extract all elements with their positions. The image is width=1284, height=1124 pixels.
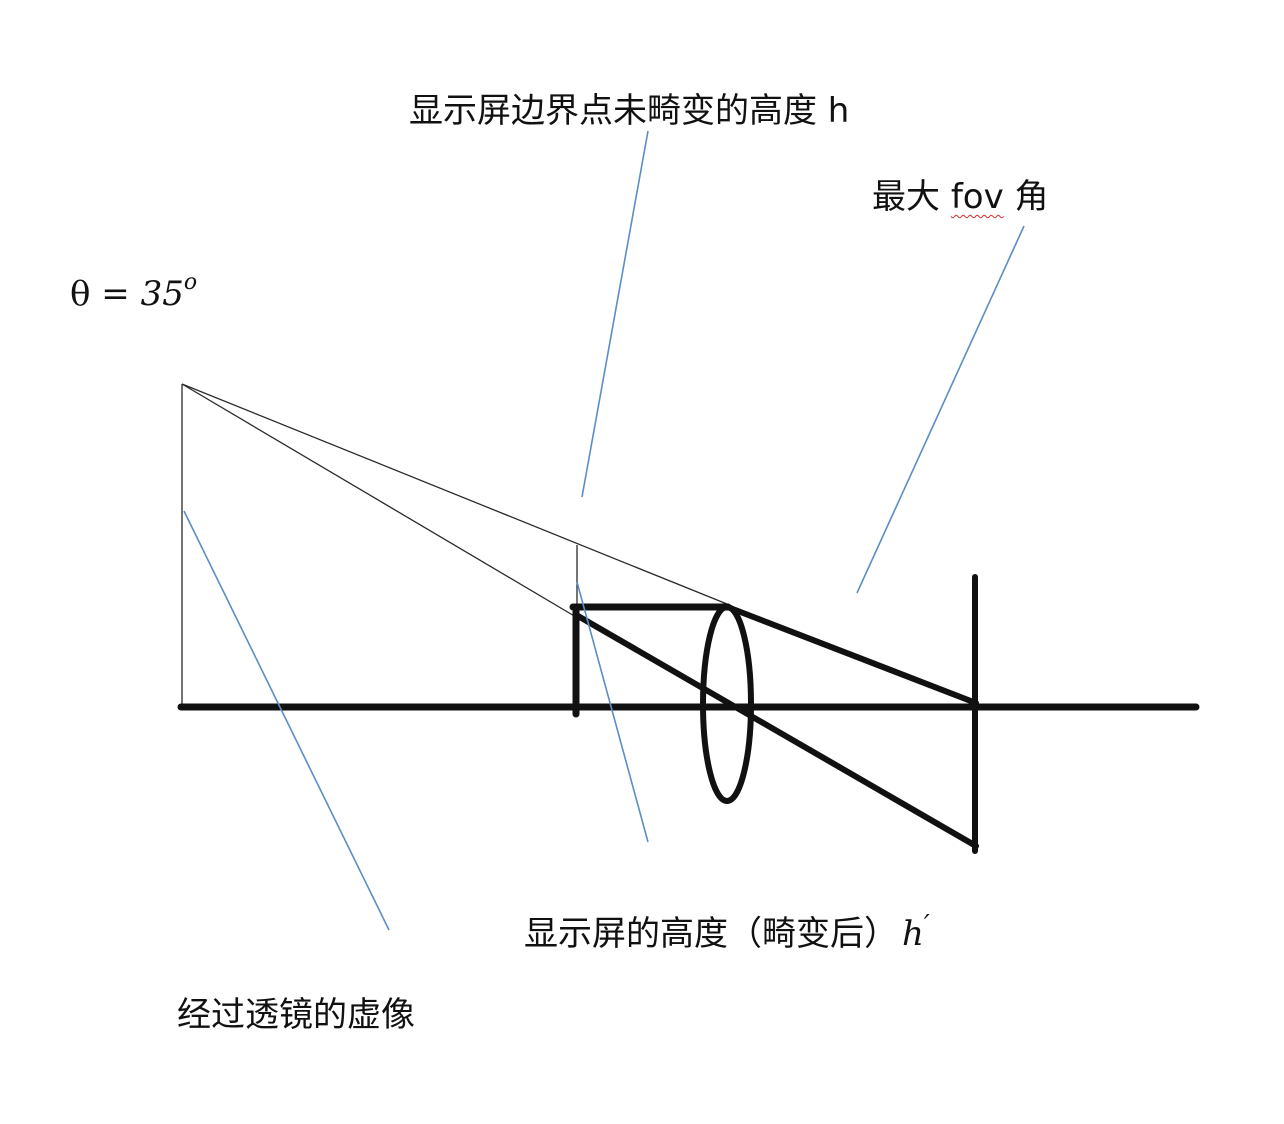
ray-virtual-top-to-lens-top — [181, 383, 728, 605]
leader-max-fov — [856, 225, 1025, 594]
screen-height-symbol: h — [902, 914, 924, 954]
ray-lens-top-to-eye — [722, 603, 979, 706]
ray-virtual-top-to-screen-top — [181, 383, 577, 618]
label-screen-height: 显示屏的高度（畸变后） h′ — [524, 912, 930, 951]
theta-symbol: θ = — [70, 274, 141, 314]
max-fov-word: fov — [950, 177, 1004, 217]
screen-height-text: 显示屏的高度（畸变后） — [524, 914, 898, 954]
theta-degree-sup: o — [183, 270, 198, 295]
leader-virtual-image — [183, 510, 390, 931]
label-theta: θ = 35o — [70, 270, 198, 314]
leader-screen-height — [576, 581, 649, 843]
max-fov-suffix: 角 — [1003, 177, 1049, 217]
theta-value: 35 — [140, 274, 184, 314]
max-fov-prefix: 最大 — [872, 177, 951, 217]
screen-height-prime: ′ — [923, 910, 930, 940]
label-max-fov: 最大 fov 角 — [872, 180, 1049, 214]
ray-screen-top-through-lens — [575, 613, 979, 849]
leader-undistorted-height — [581, 130, 649, 498]
label-undistorted-height: 显示屏边界点未畸变的高度 h — [409, 91, 850, 131]
label-virtual-image: 经过透镜的虚像 — [177, 995, 415, 1035]
